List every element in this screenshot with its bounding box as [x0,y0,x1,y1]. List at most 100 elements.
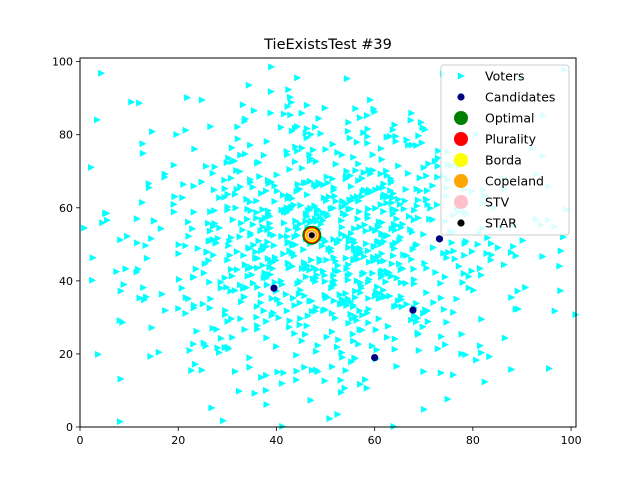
voter-point [437,279,445,287]
voter-point [182,126,190,134]
voter-point [271,182,279,190]
voter-point [460,269,468,277]
winner-marker-star [308,232,315,239]
voter-point [217,284,225,292]
voter-point [234,123,242,131]
voter-point [393,215,401,223]
voter-point [545,365,553,373]
voter-point [350,153,358,161]
voter-point [408,316,416,324]
voter-point [243,215,251,223]
voter-point [297,315,305,323]
voter-point [221,185,229,193]
voter-point [229,216,237,224]
voter-point [117,236,125,244]
voter-point [297,201,305,209]
voter-point [336,291,344,299]
voter-point [232,204,240,212]
voter-point [405,141,413,149]
voter-point [184,218,192,226]
voter-point [384,322,392,330]
voter-point [301,179,309,187]
voter-point [321,104,329,112]
voter-point [367,96,375,104]
voter-point [99,219,107,227]
voter-point [276,299,284,307]
voter-point [369,151,377,159]
voter-point [304,206,312,214]
voter-point [267,88,275,96]
voter-point [190,273,198,281]
voter-point [211,207,219,215]
voter-point [434,201,442,209]
y-tick-label: 20 [59,348,73,361]
voter-point [301,363,309,371]
voter-point [313,266,321,274]
voter-point [249,279,257,287]
voter-point [387,179,395,187]
voter-point [145,184,153,192]
voter-point [280,250,288,258]
voter-point [308,217,316,225]
voter-point [375,315,383,323]
voter-point [415,132,423,140]
voter-point [314,368,322,376]
voter-point [186,347,194,355]
voter-point [391,244,399,252]
voter-point [392,206,400,214]
voter-point [316,258,324,266]
voter-point [296,299,304,307]
voter-point [383,172,391,180]
voter-point [337,376,345,384]
voter-point [399,265,407,273]
voter-point [234,135,242,143]
x-axis-ticks: 0 20 40 60 80 100 [77,427,582,447]
voter-point [378,230,386,238]
voter-point [246,363,254,371]
voter-point [423,196,431,204]
voter-point [351,225,359,233]
voter-point [293,351,301,359]
voter-point [375,223,383,231]
voter-point [228,315,236,323]
voter-point [362,227,370,235]
voter-point [321,377,329,385]
voter-point [365,166,373,174]
voter-point [209,324,217,332]
voter-point [303,125,311,133]
voter-point [252,248,260,256]
voter-point [87,163,95,171]
voter-point [190,340,198,348]
voter-point [206,304,214,312]
voter-point [231,286,239,294]
voter-point [408,109,416,117]
voter-point [289,262,297,270]
voter-point [424,201,432,209]
voter-point [356,307,364,315]
voter-point [263,371,271,379]
voter-point [355,340,363,348]
voter-point [237,281,245,289]
voter-point [431,157,439,165]
voter-point [458,330,466,338]
voter-point [198,366,206,374]
voter-point [139,140,147,148]
voter-point [240,251,248,259]
voter-point [507,248,515,256]
voter-point [124,232,132,240]
voter-point [396,260,404,268]
voter-point [508,293,516,301]
voter-point [363,240,371,248]
voter-point [296,220,304,228]
voter-point [184,94,192,102]
voter-point [372,204,380,212]
voter-point [461,251,469,259]
voter-point [442,341,450,349]
voter-point [342,289,350,297]
voter-point [380,193,388,201]
voter-point [289,294,297,302]
voter-point [290,252,298,260]
voter-point [388,260,396,268]
voter-point [271,197,279,205]
voter-point [259,223,267,231]
